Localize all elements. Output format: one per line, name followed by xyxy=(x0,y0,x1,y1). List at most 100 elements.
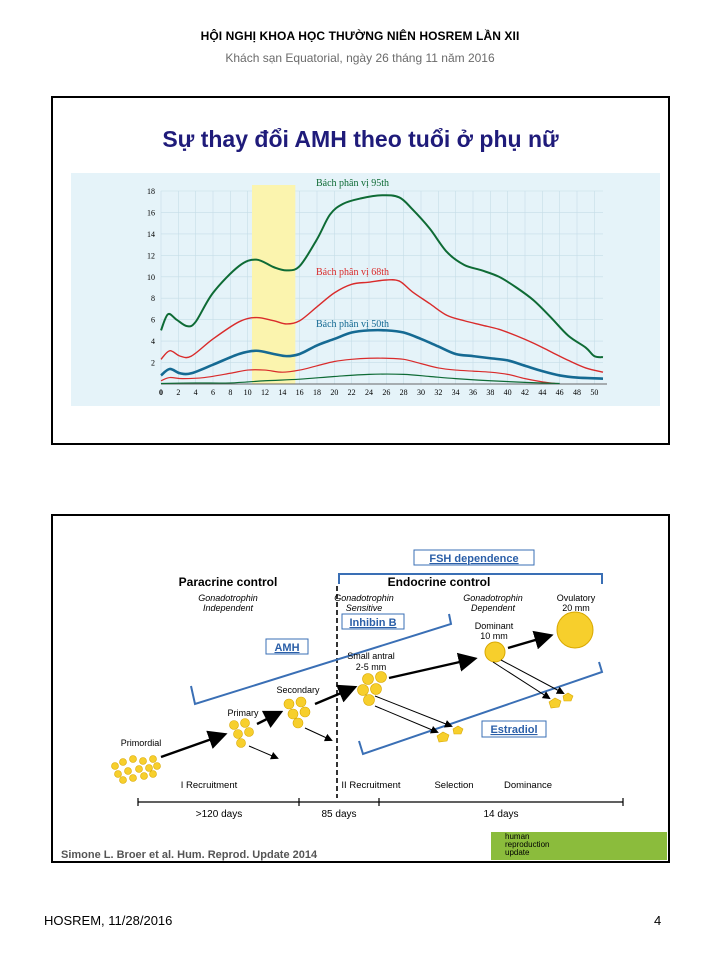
journal-logo-bg xyxy=(491,832,667,860)
x-tick-label: 10 xyxy=(244,388,252,397)
ovulatory-label-1: Ovulatory xyxy=(557,593,596,603)
primordial-follicles xyxy=(111,755,161,784)
x-tick-label: 42 xyxy=(521,388,529,397)
conference-title: HỘI NGHỊ KHOA HỌC THƯỜNG NIÊN HOSREM LẦN… xyxy=(200,29,520,43)
estradiol-label: Estradiol xyxy=(490,724,537,736)
x-tick-label: 6 xyxy=(211,388,215,397)
series-line-1 xyxy=(160,279,604,373)
x-tick-label: 28 xyxy=(400,388,408,397)
y-tick-label: 14 xyxy=(147,230,155,239)
x-tick-label: 50 xyxy=(590,388,598,397)
footer-date: HOSREM, 11/28/2016 xyxy=(44,913,173,928)
x-tick-label: 12 xyxy=(261,388,269,397)
inhibin-label-box xyxy=(341,613,405,630)
primordial-label: Primordial xyxy=(121,738,162,748)
amh-label: AMH xyxy=(274,642,299,654)
x-tick-label: 30 xyxy=(417,388,425,397)
y-tick-label: 18 xyxy=(147,187,155,196)
amh-label-box xyxy=(265,638,309,655)
stage-i-recruitment: I Recruitment xyxy=(181,780,238,791)
inhibin-b-label: Inhibin B xyxy=(349,617,396,629)
x-axis-ticks: 0 2 4 6 8 10 12 14 16 18 20 22 24 26 28 30 32 34 36 38 40 42 4… xyxy=(159,388,598,397)
y-axis-ticks: 2 4 6 8 10 12 14 16 18 xyxy=(147,187,155,368)
duration-120-days: >120 days xyxy=(196,809,242,820)
journal-logo-line-1: human xyxy=(505,832,529,841)
series-label-95th: Bách phân vị 95th xyxy=(316,178,389,189)
y-tick-label: 10 xyxy=(147,273,155,282)
y-tick-label: 4 xyxy=(151,337,155,346)
slide-folliculogenesis: FSH dependence Paracrine control Gonadot… xyxy=(51,514,670,863)
x-tick-label: 16 xyxy=(296,388,304,397)
folliculogenesis-diagram: FSH dependence Paracrine control Gonadot… xyxy=(61,549,667,861)
slide-title: Sự thay đổi AMH theo tuổi ở phụ nữ xyxy=(162,126,559,152)
series-line-0 xyxy=(160,194,604,359)
series-line-4 xyxy=(160,373,560,385)
stage-ii-recruitment: II Recruitment xyxy=(341,780,400,791)
ovulatory-label-2: 20 mm xyxy=(562,603,590,613)
x-tick-label: 20 xyxy=(330,388,338,397)
gonado-dependent-2: Dependent xyxy=(471,603,516,613)
x-tick-label: 22 xyxy=(348,388,356,397)
atresia-arrows xyxy=(248,659,565,760)
fsh-dependence-label: FSH dependence xyxy=(429,553,518,565)
x-tick-label: 26 xyxy=(382,388,390,397)
series-label-50th: Bách phân vị 50th xyxy=(316,319,389,330)
stage-dominance: Dominance xyxy=(504,780,552,791)
atretic-follicles xyxy=(436,692,574,743)
x-tick-label: 24 xyxy=(365,388,373,397)
secondary-label: Secondary xyxy=(276,685,320,695)
secondary-follicles xyxy=(283,696,311,729)
ovulatory-follicle xyxy=(556,611,594,649)
chart-grid xyxy=(160,190,603,384)
timeline-axis xyxy=(137,798,624,806)
page-number: 4 xyxy=(654,913,662,928)
x-tick-label: 36 xyxy=(469,388,477,397)
dominant-label-2: 10 mm xyxy=(480,631,508,641)
x-tick-label: 0 xyxy=(159,388,163,397)
duration-85-days: 85 days xyxy=(321,809,356,820)
series-label-68th: Bách phân vị 68th xyxy=(316,267,389,278)
endocrine-control-label: Endocrine control xyxy=(388,575,491,589)
fsh-bracket xyxy=(338,573,603,584)
gonado-dependent-1: Gonadotrophin xyxy=(463,593,523,603)
series-line-3 xyxy=(160,357,556,385)
x-tick-label: 48 xyxy=(573,388,581,397)
gonado-sensitive-1: Gonadotrophin xyxy=(334,593,394,603)
x-tick-label: 44 xyxy=(538,388,546,397)
conference-subtitle: Khách sạn Equatorial, ngày 26 tháng 11 n… xyxy=(225,51,495,65)
x-tick-label: 14 xyxy=(278,388,286,397)
estradiol-label-box xyxy=(481,720,547,738)
x-tick-label: 18 xyxy=(313,388,321,397)
citation: Simone L. Broer et al. Hum. Reprod. Upda… xyxy=(61,849,318,861)
journal-logo-line-3: update xyxy=(505,848,530,857)
estradiol-bracket xyxy=(358,661,604,756)
dominant-label-1: Dominant xyxy=(475,621,514,631)
x-tick-label: 32 xyxy=(434,388,442,397)
x-tick-label: 2 xyxy=(176,388,180,397)
gonado-independent-1: Gonadotrophin xyxy=(198,593,258,603)
small-antral-follicles xyxy=(357,671,387,706)
small-antral-label-1: Small antral xyxy=(347,651,395,661)
primary-follicles xyxy=(229,718,254,748)
paracrine-control-label: Paracrine control xyxy=(179,575,278,589)
series-line-2 xyxy=(160,328,604,380)
y-tick-label: 16 xyxy=(147,208,155,217)
amh-bracket xyxy=(190,613,453,706)
y-tick-label: 2 xyxy=(151,359,155,368)
chart-series xyxy=(160,194,604,385)
development-arrows xyxy=(160,630,554,759)
x-tick-label: 38 xyxy=(486,388,494,397)
primary-label: Primary xyxy=(228,708,259,718)
dominant-follicle xyxy=(484,641,506,663)
y-tick-label: 6 xyxy=(151,316,155,325)
x-tick-label: 8 xyxy=(228,388,232,397)
journal-logo-line-2: reproduction xyxy=(505,840,549,849)
chart-background xyxy=(71,173,660,406)
gonado-independent-2: Independent xyxy=(203,603,254,613)
y-tick-label: 8 xyxy=(151,294,155,303)
x-tick-label: 4 xyxy=(194,388,198,397)
gonado-sensitive-2: Sensitive xyxy=(346,603,383,613)
fsh-label-box xyxy=(413,549,535,566)
